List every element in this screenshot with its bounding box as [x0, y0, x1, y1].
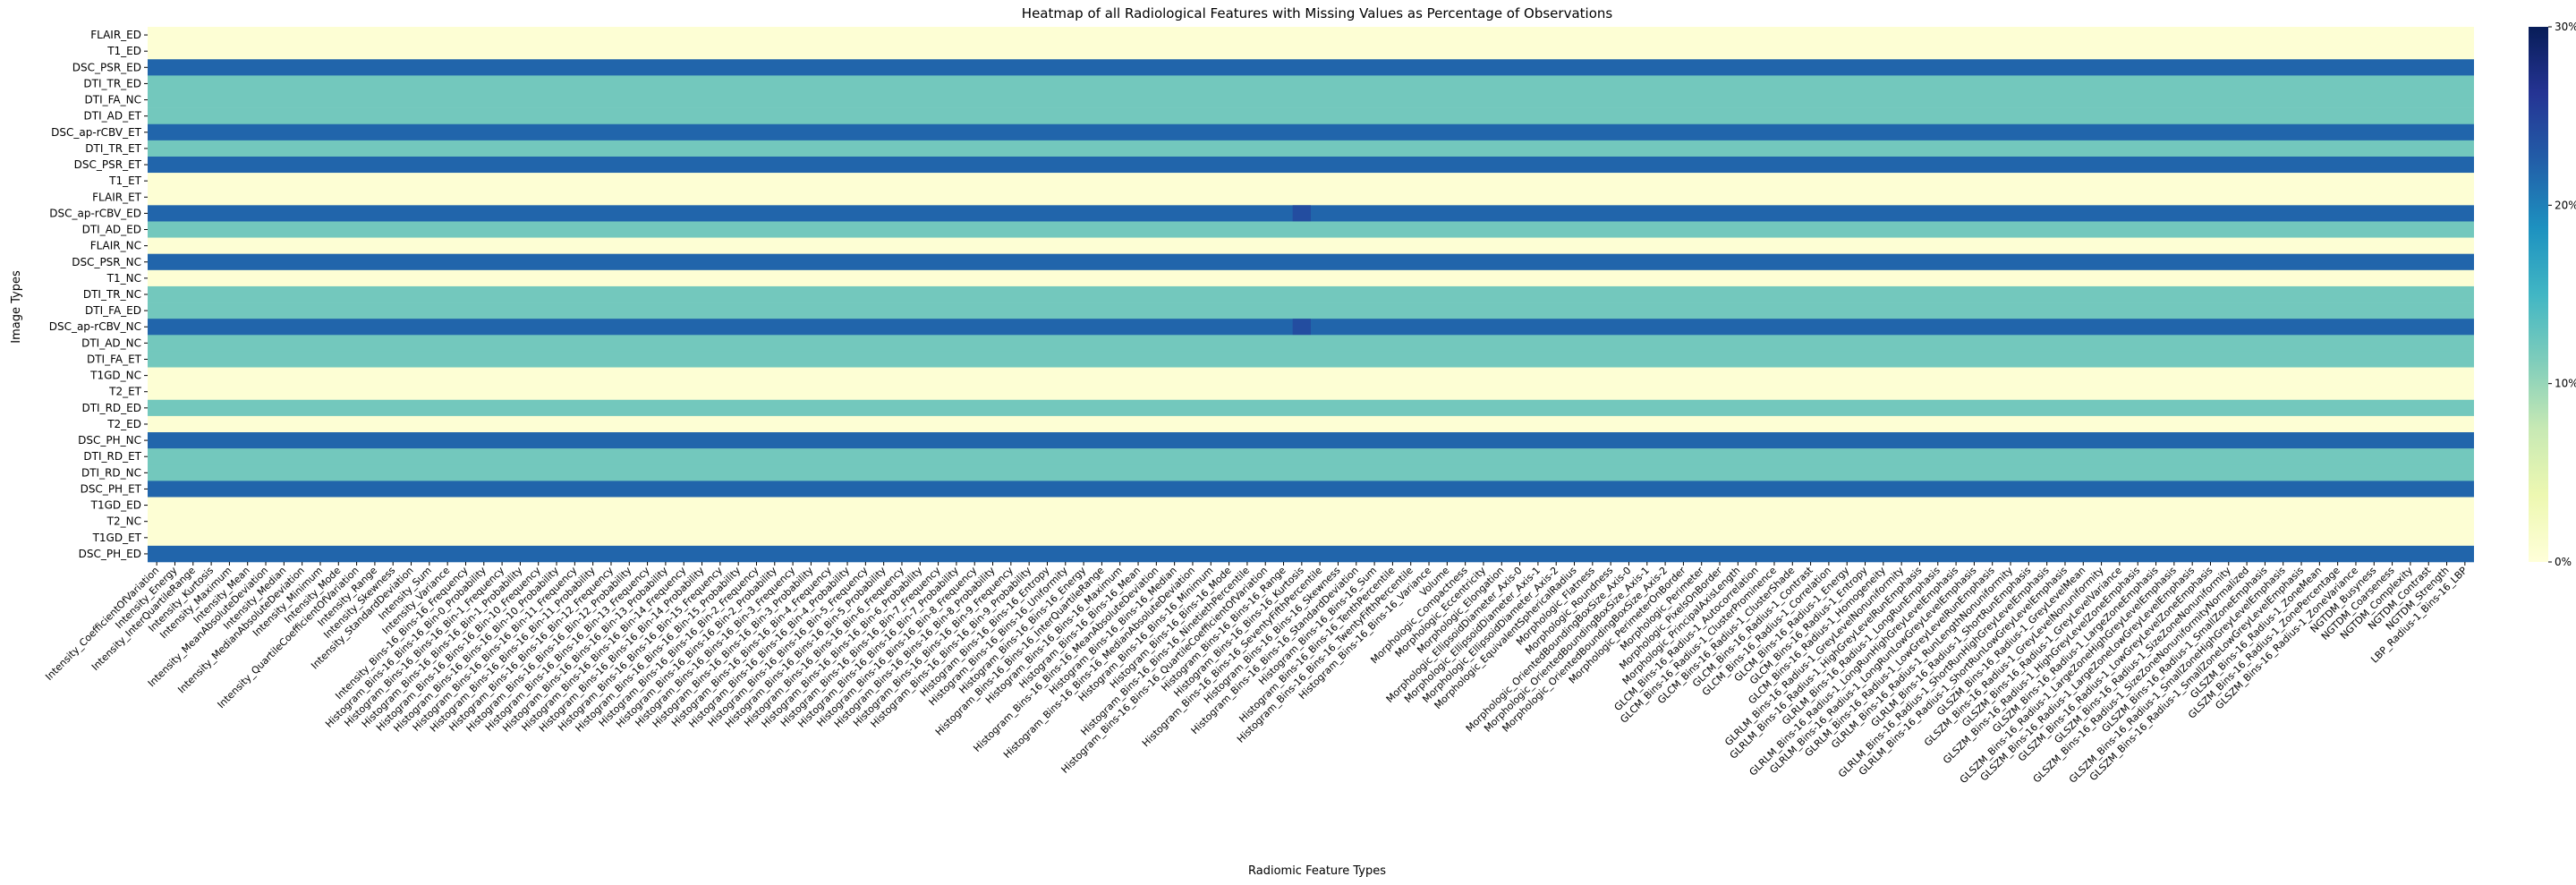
x-axis-label: Radiomic Feature Types	[1248, 864, 1386, 878]
y-tick-label: DTI_RD_ED	[81, 402, 141, 414]
y-axis-label: Image Types	[10, 270, 23, 344]
heatmap-row	[148, 91, 2474, 108]
y-tick-label: T2_ED	[106, 418, 141, 430]
heatmap-row	[148, 75, 2474, 92]
heatmap-row	[148, 253, 2474, 271]
y-tick-labels: FLAIR_ED T1_ED DSC_PSR_ED DTI_TR_ED DTI_FA_N…	[49, 29, 148, 560]
heatmap-row	[148, 173, 2474, 190]
y-tick-label: T2_ET	[108, 386, 142, 398]
y-tick-label: DSC_PSR_NC	[72, 256, 141, 268]
y-tick-label: DSC_PH_ET	[81, 482, 142, 495]
y-tick-label: DTI_RD_NC	[81, 466, 141, 479]
heatmap-row	[148, 335, 2474, 352]
y-tick-label: DSC_ap-rCBV_ET	[51, 126, 142, 139]
heatmap-row	[148, 189, 2474, 206]
heatmap-row	[148, 367, 2474, 384]
colorbar	[2529, 27, 2548, 562]
heatmap-row	[148, 383, 2474, 401]
heatmap-row	[148, 464, 2474, 481]
heatmap-row	[148, 107, 2474, 125]
y-tick-label: DTI_AD_ED	[82, 224, 141, 236]
heatmap-row	[148, 481, 2474, 498]
y-tick-label: T1GD_ET	[92, 532, 142, 544]
y-tick-label: T2_NC	[106, 515, 141, 528]
y-tick-label: DSC_ap-rCBV_ED	[49, 207, 141, 219]
y-tick-label: T1_ED	[106, 45, 141, 57]
y-tick-label: T1GD_ED	[90, 499, 141, 512]
y-tick-label: DTI_FA_NC	[85, 94, 141, 106]
y-tick-label: DTI_RD_ET	[83, 450, 141, 463]
y-tick-label: DTI_AD_NC	[81, 336, 141, 349]
y-tick-label: DSC_PH_ED	[79, 548, 141, 560]
heatmap-row	[148, 529, 2474, 547]
heatmap-row	[148, 140, 2474, 157]
colorbar-tick-label: 20%	[2555, 199, 2576, 211]
heatmap-row	[148, 497, 2474, 514]
y-tick-label: DSC_PSR_ET	[74, 158, 142, 171]
heatmap-row	[148, 123, 2474, 141]
heatmap-row	[148, 513, 2474, 531]
heatmap-row	[148, 302, 2474, 319]
heatmap-row	[148, 156, 2474, 174]
y-tick-label: DTI_TR_ET	[85, 142, 141, 155]
chart-title: Heatmap of all Radiological Features wit…	[1022, 5, 1613, 21]
y-tick-label: DSC_PSR_ED	[72, 61, 141, 73]
y-tick-label: T1_NC	[106, 272, 141, 285]
heatmap-row	[148, 415, 2474, 433]
colorbar-tick-label: 30%	[2555, 21, 2576, 33]
y-tick-label: DSC_PH_NC	[78, 434, 141, 447]
y-tick-label: T1GD_NC	[89, 370, 141, 382]
heatmap-row	[148, 43, 2474, 60]
heatmap-row	[148, 221, 2474, 238]
y-tick-label: DTI_FA_ET	[87, 353, 142, 365]
heatmap-cell	[1292, 319, 1311, 336]
heatmap-cells	[148, 27, 2474, 563]
heatmap-row	[148, 351, 2474, 368]
colorbar-tick-label: 0%	[2555, 556, 2572, 568]
x-tick-labels: Intensity_CoefficientOfVariationIntensit…	[43, 562, 2470, 786]
y-tick-label: DTI_TR_NC	[83, 288, 141, 301]
heatmap-row	[148, 399, 2474, 417]
y-tick-label: FLAIR_ED	[90, 29, 141, 41]
colorbar-ticks: 0% 10% 20% 30%	[2548, 21, 2576, 568]
heatmap-row	[148, 269, 2474, 287]
colorbar-tick-label: 10%	[2555, 378, 2576, 390]
heatmap-cell	[1292, 205, 1311, 222]
y-tick-label: DSC_ap-rCBV_NC	[49, 320, 141, 333]
heatmap-row	[148, 285, 2474, 303]
y-tick-label: DTI_AD_ET	[84, 110, 142, 123]
y-tick-label: DTI_FA_ED	[85, 304, 141, 317]
heatmap-row	[148, 432, 2474, 449]
heatmap-row	[148, 545, 2474, 563]
heatmap-row	[148, 27, 2474, 44]
heatmap-row	[148, 59, 2474, 76]
heatmap-row	[148, 448, 2474, 465]
y-tick-label: T1_ET	[108, 174, 142, 187]
y-tick-label: DTI_TR_ED	[83, 77, 141, 89]
y-tick-label: FLAIR_ET	[92, 191, 142, 203]
y-tick-label: FLAIR_NC	[90, 240, 141, 252]
heatmap-row	[148, 237, 2474, 254]
